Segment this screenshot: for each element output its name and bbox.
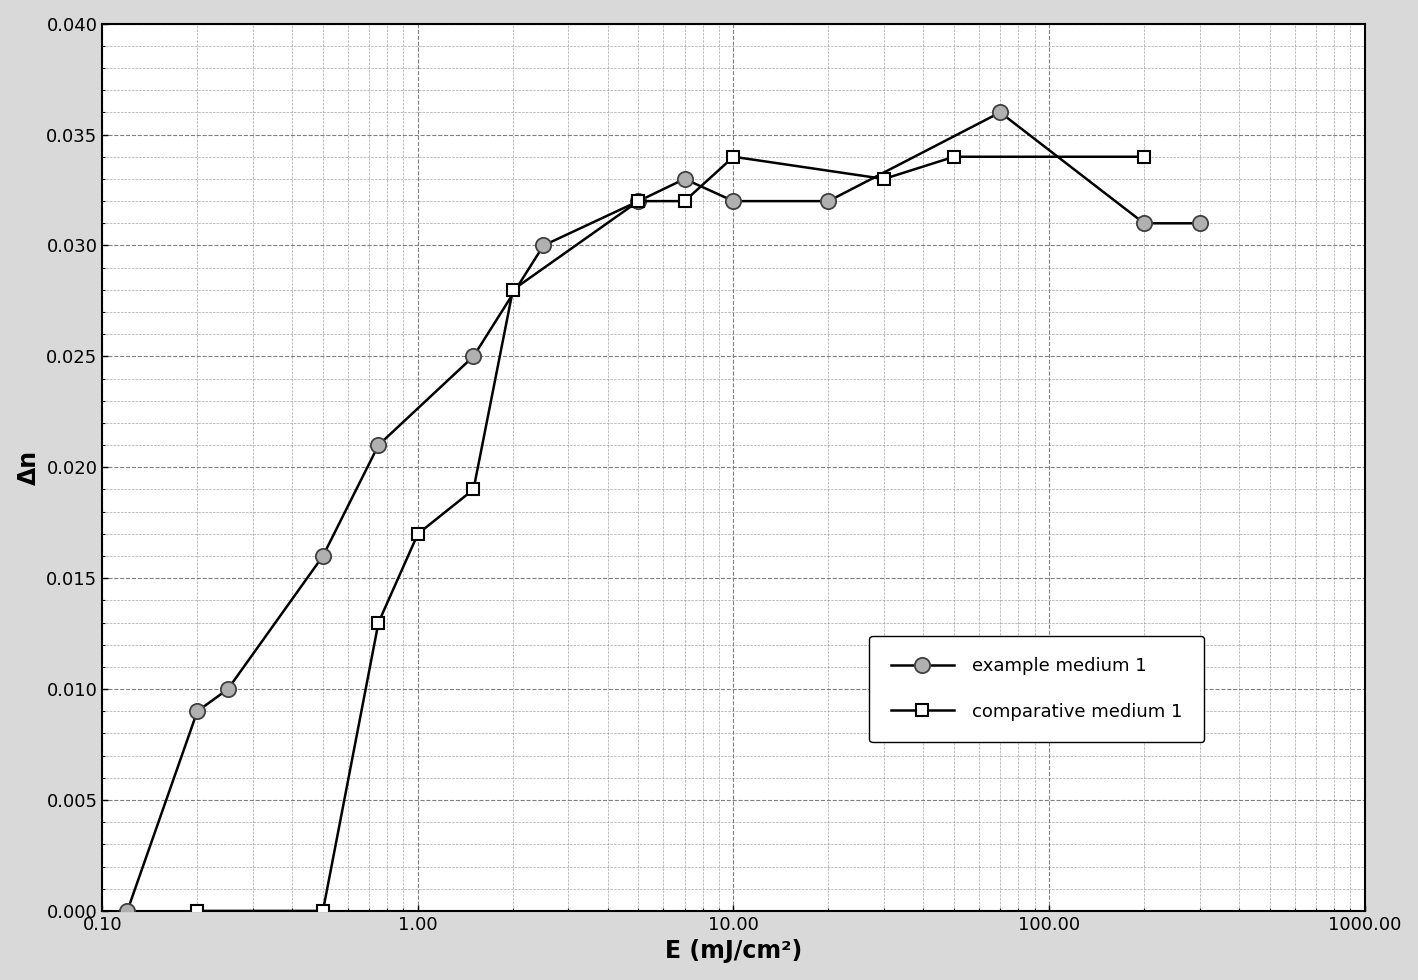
comparative medium 1 [189, 906, 206, 917]
comparative medium 1 [875, 173, 892, 185]
example medium 1 [465, 351, 482, 363]
comparative medium 1 [370, 616, 387, 628]
comparative medium 1 [1136, 151, 1153, 163]
example medium 1 [725, 195, 742, 207]
Y-axis label: Δn: Δn [17, 450, 41, 485]
example medium 1 [535, 239, 552, 251]
comparative medium 1 [465, 483, 482, 495]
example medium 1 [189, 706, 206, 717]
Line: example medium 1: example medium 1 [119, 105, 1207, 918]
comparative medium 1 [315, 906, 332, 917]
example medium 1 [1136, 218, 1153, 229]
X-axis label: E (mJ/cm²): E (mJ/cm²) [665, 940, 803, 963]
example medium 1 [1191, 218, 1208, 229]
example medium 1 [370, 439, 387, 451]
comparative medium 1 [676, 195, 693, 207]
example medium 1 [220, 683, 237, 695]
example medium 1 [315, 550, 332, 562]
comparative medium 1 [630, 195, 647, 207]
example medium 1 [119, 906, 136, 917]
comparative medium 1 [725, 151, 742, 163]
Line: comparative medium 1: comparative medium 1 [191, 151, 1150, 917]
example medium 1 [630, 195, 647, 207]
example medium 1 [820, 195, 837, 207]
comparative medium 1 [505, 284, 522, 296]
example medium 1 [991, 107, 1008, 119]
Legend: example medium 1, comparative medium 1: example medium 1, comparative medium 1 [869, 636, 1204, 742]
comparative medium 1 [410, 528, 427, 540]
comparative medium 1 [946, 151, 963, 163]
example medium 1 [676, 173, 693, 185]
